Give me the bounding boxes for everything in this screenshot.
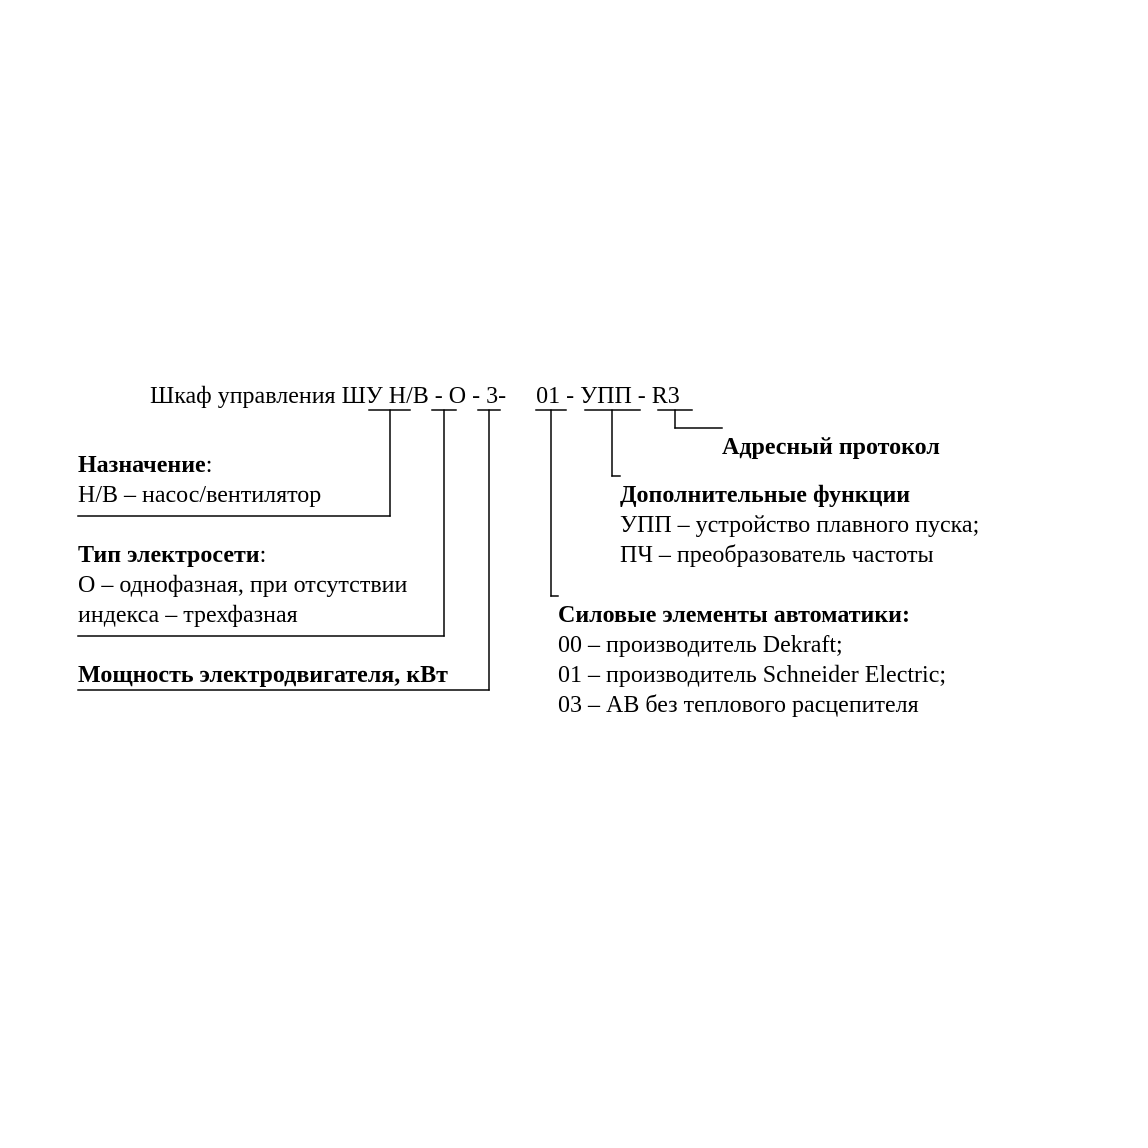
code-part-pwr: 3 xyxy=(486,383,498,409)
line: 01 – производитель Schneider Electric; xyxy=(558,662,946,688)
diagram-canvas: { "layout": { "canvas": { "w": 1148, "h"… xyxy=(0,0,1148,1148)
title: Дополнительные функции xyxy=(620,482,910,508)
desc-func: Дополнительные функции УПП – устройство … xyxy=(620,480,979,570)
line: индекса – трехфазная xyxy=(78,602,298,628)
code-part-prot: R3 xyxy=(652,383,680,409)
line: О – однофазная, при отсутствии xyxy=(78,572,407,598)
desc-auto: Силовые элементы автоматики: 00 – произв… xyxy=(558,600,946,720)
line: 00 – производитель Dekraft; xyxy=(558,632,843,658)
sep: - xyxy=(560,383,574,409)
code-part-func: УПП xyxy=(580,383,632,409)
desc-prot: Адресный протокол xyxy=(722,432,940,462)
code-part-auto: 01 xyxy=(536,383,560,409)
title: Адресный протокол xyxy=(722,434,940,460)
code-part-nv: Н/В xyxy=(389,383,429,409)
title: Мощность электродвигателя, кВт xyxy=(78,662,448,688)
sep: - xyxy=(498,383,512,409)
sep: - xyxy=(632,383,646,409)
code-part-o: О xyxy=(449,383,466,409)
title: Тип электросети xyxy=(78,542,260,568)
sep: - xyxy=(429,383,449,409)
title-suffix: : xyxy=(206,452,213,478)
title: Силовые элементы автоматики: xyxy=(558,602,910,628)
title: Назначение xyxy=(78,452,206,478)
line: ПЧ – преобразователь частоты xyxy=(620,542,934,568)
code-line: Шкаф управления ШУ Н/В - О - 3- 01 - УПП… xyxy=(150,383,680,410)
desc-nv: Назначение: Н/В – насос/вентилятор xyxy=(78,450,321,510)
desc-pwr: Мощность электродвигателя, кВт xyxy=(78,660,448,690)
code-prefix: Шкаф управления ШУ xyxy=(150,383,383,409)
line: Н/В – насос/вентилятор xyxy=(78,482,321,508)
line: 03 – АВ без теплового расцепителя xyxy=(558,692,919,718)
title-suffix: : xyxy=(260,542,267,568)
desc-o: Тип электросети: О – однофазная, при отс… xyxy=(78,540,407,630)
line: УПП – устройство плавного пуска; xyxy=(620,512,979,538)
sep: - xyxy=(466,383,486,409)
